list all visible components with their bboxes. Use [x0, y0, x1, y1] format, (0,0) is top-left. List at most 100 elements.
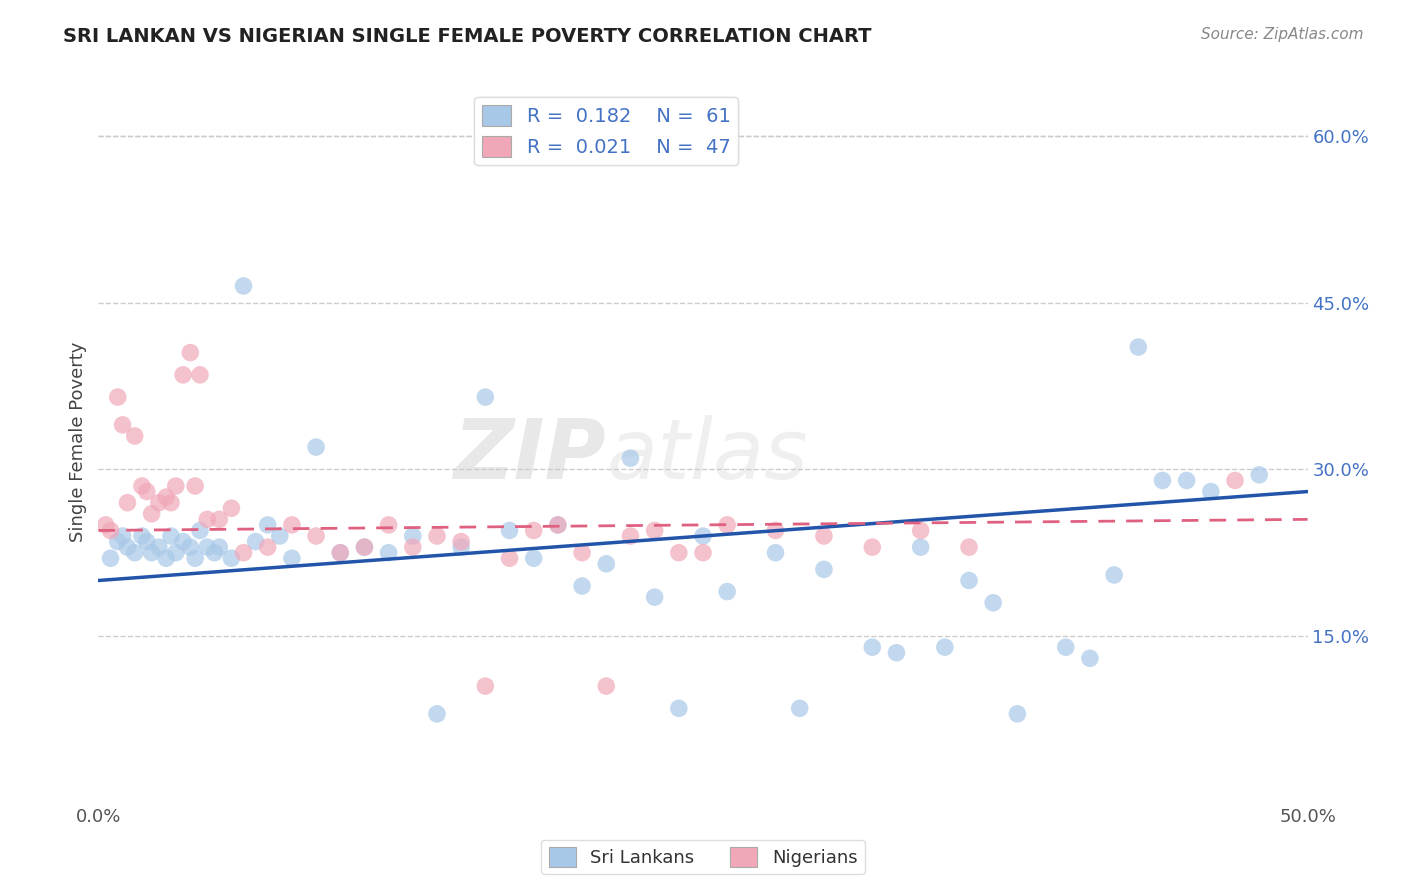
Point — [1007, 706, 1029, 721]
Point — [141, 507, 163, 521]
Point — [498, 551, 520, 566]
Point — [692, 546, 714, 560]
Point — [208, 512, 231, 526]
Point — [571, 546, 593, 560]
Point — [957, 574, 980, 588]
Point — [141, 546, 163, 560]
Point — [172, 368, 194, 382]
Point — [117, 540, 139, 554]
Point — [124, 429, 146, 443]
Point — [184, 479, 207, 493]
Point — [619, 451, 641, 466]
Point — [1223, 474, 1246, 488]
Point — [644, 524, 666, 538]
Point — [571, 579, 593, 593]
Point — [148, 496, 170, 510]
Point — [957, 540, 980, 554]
Point — [910, 540, 932, 554]
Point — [179, 345, 201, 359]
Y-axis label: Single Female Poverty: Single Female Poverty — [69, 342, 87, 541]
Point — [595, 557, 617, 571]
Point — [155, 490, 177, 504]
Legend: R =  0.182    N =  61, R =  0.021    N =  47: R = 0.182 N = 61, R = 0.021 N = 47 — [474, 97, 738, 165]
Point — [281, 551, 304, 566]
Point — [426, 529, 449, 543]
Legend: Sri Lankans, Nigerians: Sri Lankans, Nigerians — [541, 839, 865, 874]
Point — [155, 551, 177, 566]
Point — [789, 701, 811, 715]
Point — [111, 529, 134, 543]
Point — [179, 540, 201, 554]
Point — [474, 390, 496, 404]
Point — [353, 540, 375, 554]
Point — [377, 546, 399, 560]
Point — [232, 279, 254, 293]
Point — [131, 479, 153, 493]
Point — [188, 524, 211, 538]
Point — [450, 534, 472, 549]
Point — [402, 529, 425, 543]
Point — [668, 701, 690, 715]
Point — [100, 551, 122, 566]
Point — [160, 496, 183, 510]
Point — [498, 524, 520, 538]
Point — [329, 546, 352, 560]
Point — [94, 517, 117, 532]
Point — [547, 517, 569, 532]
Point — [245, 534, 267, 549]
Text: Source: ZipAtlas.com: Source: ZipAtlas.com — [1201, 27, 1364, 42]
Point — [1175, 474, 1198, 488]
Point — [135, 534, 157, 549]
Point — [195, 540, 218, 554]
Point — [184, 551, 207, 566]
Point — [860, 640, 883, 655]
Point — [765, 524, 787, 538]
Point — [595, 679, 617, 693]
Point — [232, 546, 254, 560]
Point — [131, 529, 153, 543]
Point — [813, 562, 835, 576]
Point — [886, 646, 908, 660]
Point — [107, 534, 129, 549]
Point — [1102, 568, 1125, 582]
Point — [221, 551, 243, 566]
Point — [426, 706, 449, 721]
Point — [523, 524, 546, 538]
Point — [107, 390, 129, 404]
Point — [269, 529, 291, 543]
Point — [165, 479, 187, 493]
Point — [860, 540, 883, 554]
Point — [934, 640, 956, 655]
Point — [221, 501, 243, 516]
Point — [256, 517, 278, 532]
Point — [160, 529, 183, 543]
Point — [1054, 640, 1077, 655]
Point — [668, 546, 690, 560]
Point — [135, 484, 157, 499]
Point — [305, 529, 328, 543]
Point — [329, 546, 352, 560]
Point — [208, 540, 231, 554]
Point — [172, 534, 194, 549]
Point — [204, 546, 226, 560]
Point — [450, 540, 472, 554]
Point — [547, 517, 569, 532]
Point — [813, 529, 835, 543]
Text: atlas: atlas — [606, 416, 808, 497]
Point — [981, 596, 1004, 610]
Text: ZIP: ZIP — [454, 416, 606, 497]
Point — [474, 679, 496, 693]
Point — [692, 529, 714, 543]
Point — [644, 590, 666, 604]
Point — [1152, 474, 1174, 488]
Point — [117, 496, 139, 510]
Point — [195, 512, 218, 526]
Point — [281, 517, 304, 532]
Point — [188, 368, 211, 382]
Point — [619, 529, 641, 543]
Point — [765, 546, 787, 560]
Point — [124, 546, 146, 560]
Point — [1199, 484, 1222, 499]
Point — [716, 584, 738, 599]
Point — [256, 540, 278, 554]
